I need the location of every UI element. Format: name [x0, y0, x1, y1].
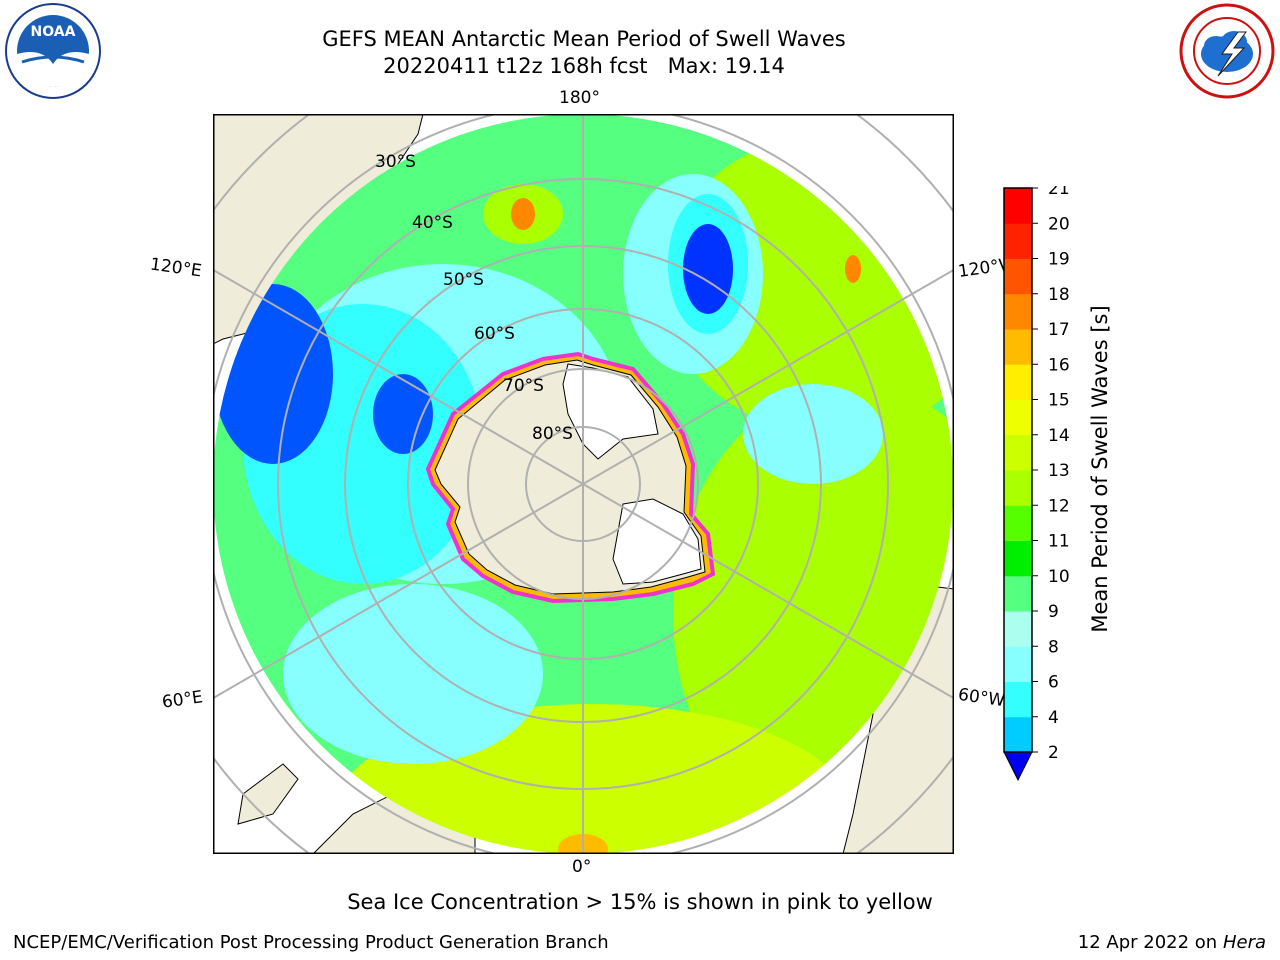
colorbar-tick-label: 9 — [1048, 602, 1059, 622]
lat-label-70s: 70°S — [503, 376, 544, 396]
lon-label-60w: 60°W — [956, 684, 1007, 712]
colorbar-band — [1004, 540, 1032, 577]
colorbar-tick-label: 14 — [1048, 426, 1070, 446]
lat-label-80s: 80°S — [532, 424, 573, 444]
weddell-ice-shelf — [612, 498, 702, 585]
national-weather-service-logo-icon — [1179, 3, 1275, 99]
lat-label-30s: 30°S — [375, 152, 416, 172]
graticule — [213, 114, 954, 854]
title-line-2: 20220411 t12z 168h fcst Max: 19.14 — [383, 54, 785, 78]
colorbar-band — [1004, 434, 1032, 471]
colorbar-band — [1004, 223, 1032, 259]
colorbar-tick-label: 18 — [1048, 285, 1070, 305]
colorbar-band — [1004, 505, 1032, 541]
lat-label-60s: 60°S — [474, 324, 515, 344]
colorbar-tick-label: 12 — [1048, 496, 1070, 516]
lon-label-0: 0° — [572, 857, 592, 877]
colorbar-band — [1004, 681, 1032, 718]
title-line-1: GEFS MEAN Antarctic Mean Period of Swell… — [322, 27, 846, 51]
colorbar-tick-label: 11 — [1048, 532, 1070, 552]
colorbar-band — [1004, 258, 1032, 295]
colorbar-band — [1004, 575, 1032, 612]
colorbar-band — [1004, 329, 1032, 365]
colorbar-band — [1004, 293, 1032, 330]
polar-map — [213, 114, 954, 854]
colorbar-tick-label: 2 — [1048, 743, 1059, 763]
lon-label-120e: 120°E — [148, 254, 203, 282]
colorbar-tick-label: 17 — [1048, 320, 1070, 340]
footer-credit: NCEP/EMC/Verification Post Processing Pr… — [13, 932, 609, 953]
noaa-logo-icon: NOAA — [5, 3, 101, 99]
colorbar-band — [1004, 470, 1032, 506]
footer-machine: Hera — [1222, 932, 1266, 953]
colorbar-band — [1004, 716, 1032, 753]
colorbar-band — [1004, 646, 1032, 682]
colorbar-tick-label: 4 — [1048, 708, 1059, 728]
colorbar: 2 4 6 8 9 10 11 12 13 14 15 16 17 18 19 20 21 — [1003, 186, 1070, 782]
colorbar-tick-label: 8 — [1048, 637, 1059, 657]
madagascar-land — [237, 763, 299, 825]
colorbar-label: Mean Period of Swell Waves [s] — [1088, 305, 1112, 633]
colorbar-tick-label: 21 — [1048, 186, 1070, 199]
lon-label-60e: 60°E — [160, 687, 205, 713]
colorbar-tick-label: 10 — [1048, 567, 1070, 587]
colorbar-band — [1004, 399, 1032, 436]
lon-label-180: 180° — [559, 88, 600, 108]
colorbar-tick-label: 20 — [1048, 214, 1070, 234]
lat-label-40s: 40°S — [412, 213, 453, 233]
lat-label-50s: 50°S — [443, 270, 484, 290]
colorbar-tick-label: 6 — [1048, 673, 1059, 693]
footer-date-text: 12 Apr 2022 on — [1077, 932, 1223, 953]
colorbar-tick-label: 15 — [1048, 391, 1070, 411]
colorbar-band — [1004, 188, 1032, 224]
noaa-logo-text: NOAA — [31, 24, 76, 40]
sea-ice-note: Sea Ice Concentration > 15% is shown in … — [347, 890, 933, 914]
colorbar-tick-label: 19 — [1048, 250, 1070, 270]
colorbar-tick-label: 16 — [1048, 355, 1070, 375]
footer-date: 12 Apr 2022 on Hera — [1078, 932, 1266, 953]
colorbar-band — [1004, 364, 1032, 400]
colorbar-tick-label: 13 — [1048, 461, 1070, 481]
colorbar-band — [1004, 611, 1032, 647]
colorbar-extend-min — [1003, 751, 1033, 782]
